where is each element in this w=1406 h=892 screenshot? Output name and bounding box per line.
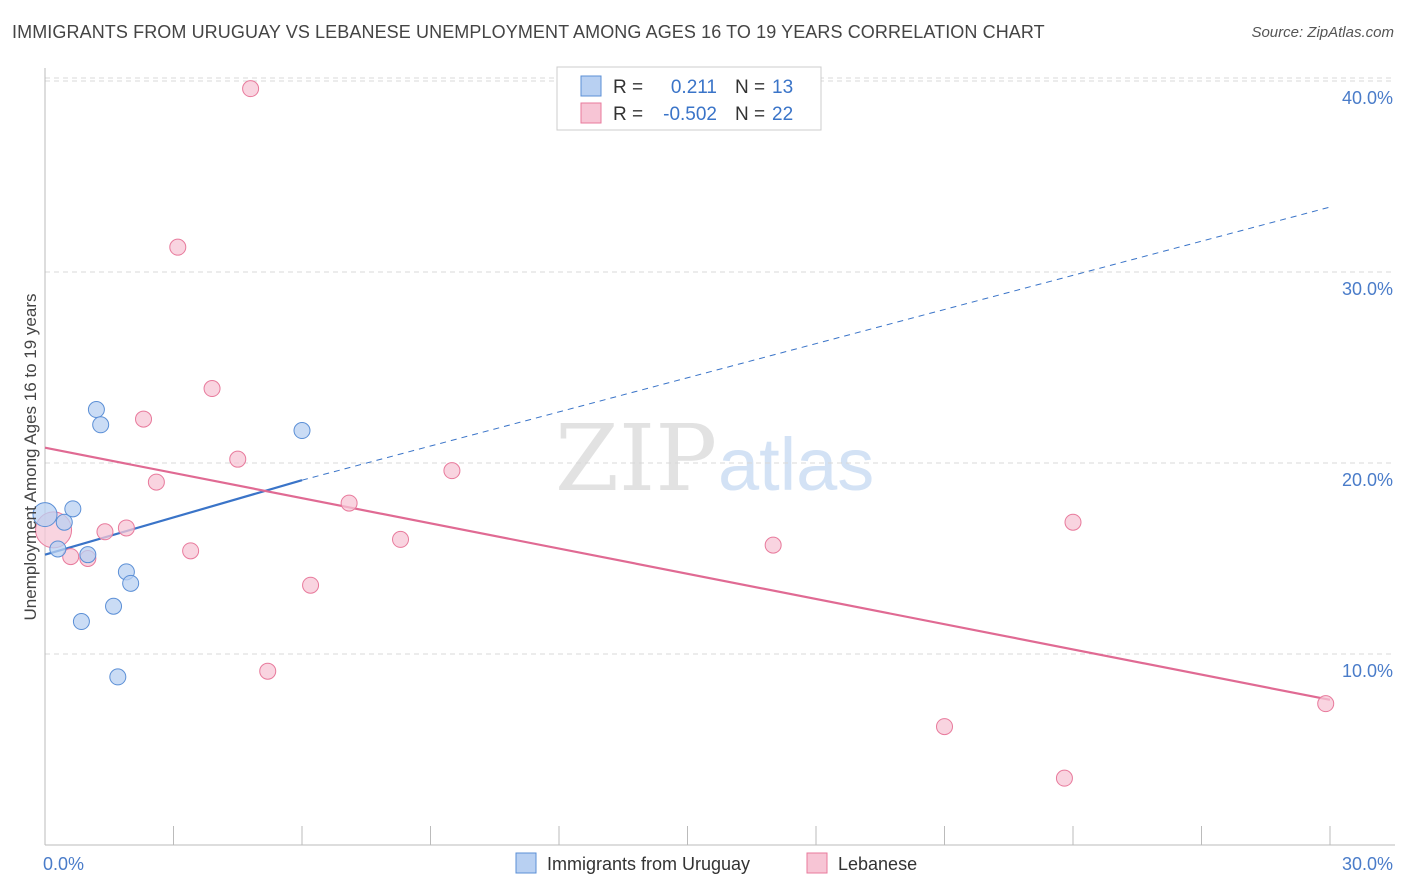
trendline-lebanese [44,446,1331,701]
point-lebanese-1 [62,548,80,566]
point-lebanese-15 [392,530,410,548]
point-uruguay-2 [55,513,73,531]
correlation-legend: R = 0.211 N = 13 R = -0.502 N = 22 [556,66,822,131]
bottom-legend-swatch-lebanese [806,852,828,874]
legend-r-value-uruguay: 0.211 [671,77,717,98]
watermark-zip: ZIP [555,405,717,512]
point-uruguay-0 [32,502,58,528]
y-tick-label-40: 40.0% [1342,88,1393,108]
point-uruguay-3 [64,500,82,518]
y-axis-label: Unemployment Among Ages 16 to 19 years [21,294,40,621]
point-uruguay-8 [105,597,123,615]
point-lebanese-5 [135,410,153,428]
legend-n-label-2: N = [735,104,765,125]
gridlines [45,77,1395,655]
point-lebanese-21 [1317,695,1335,713]
series-legend: Immigrants from Uruguay Lebanese [515,852,917,874]
point-uruguay-1 [49,540,67,558]
point-lebanese-3 [96,523,114,541]
legend-swatch-lebanese [580,102,602,124]
point-uruguay-6 [87,401,105,419]
point-lebanese-17 [764,536,782,554]
trendlines [44,206,1331,701]
legend-n-value-uruguay: 13 [772,77,793,98]
trendline-uruguay-extension [301,206,1331,481]
point-uruguay-5 [79,546,97,564]
point-lebanese-11 [242,80,260,98]
point-lebanese-13 [302,576,320,594]
point-lebanese-19 [1055,769,1073,787]
y-tick-label-10: 10.0% [1342,661,1393,681]
point-lebanese-16 [443,462,461,480]
y-tick-label-20: 20.0% [1342,470,1393,490]
legend-r-value-lebanese: -0.502 [663,104,717,125]
legend-r-label-1: R = [613,77,643,98]
point-uruguay-7 [92,416,110,434]
point-lebanese-10 [229,450,247,468]
chart-title: IMMIGRANTS FROM URUGUAY VS LEBANESE UNEM… [12,22,1045,42]
point-lebanese-18 [936,718,953,736]
point-uruguay-11 [122,574,140,592]
point-lebanese-9 [203,380,221,398]
point-uruguay-4 [72,613,90,631]
point-uruguay-9 [109,668,127,686]
point-lebanese-7 [169,238,187,256]
x-tick-label-max: 30.0% [1342,854,1393,874]
legend-r-label-2: R = [613,104,643,125]
legend-n-value-lebanese: 22 [772,104,793,125]
trendline-uruguay [44,479,303,556]
bottom-legend-swatch-uruguay [515,852,537,874]
point-lebanese-14 [340,494,358,512]
watermark-atlas: atlas [718,423,874,506]
point-uruguay-12 [293,422,311,440]
legend-n-label-1: N = [735,77,765,98]
legend-swatch-uruguay [580,75,602,97]
bottom-legend-label-uruguay: Immigrants from Uruguay [547,854,750,874]
point-lebanese-12 [259,662,277,680]
axes [44,68,1395,846]
y-tick-label-30: 30.0% [1342,279,1393,299]
source-label: Source: ZipAtlas.com [1251,24,1394,41]
point-lebanese-6 [147,473,165,491]
point-lebanese-8 [182,542,200,560]
bottom-legend-label-lebanese: Lebanese [838,854,917,874]
point-lebanese-4 [117,519,135,537]
data-points [32,80,1335,787]
x-tick-label-min: 0.0% [43,854,84,874]
point-lebanese-20 [1064,513,1082,531]
